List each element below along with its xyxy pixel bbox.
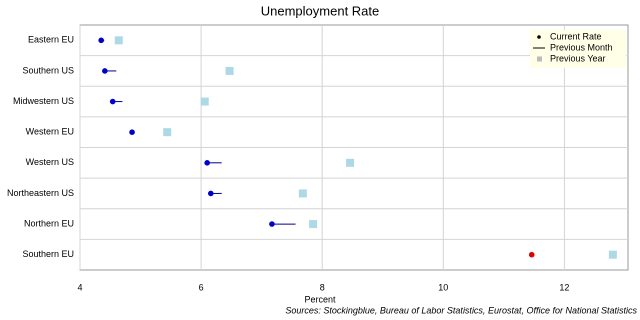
legend-label: Previous Year [550, 53, 606, 63]
previous-year-marker [114, 36, 123, 45]
current-rate-dot [102, 68, 108, 74]
y-tick-label: Southern US [22, 65, 74, 75]
previous-year-marker [163, 128, 172, 137]
current-rate-dot [129, 129, 135, 135]
y-tick-label: Northeastern US [7, 188, 74, 198]
current-rate-dot [109, 98, 116, 105]
previous-year-marker [608, 250, 617, 259]
x-axis-label: Percent [304, 294, 336, 304]
y-tick-label: Eastern EU [28, 35, 74, 45]
current-rate-dot [204, 160, 210, 166]
legend-box [530, 30, 626, 68]
source: Sources: Stockingblue, Bureau of Labor S… [285, 305, 637, 315]
y-tick-label: Midwestern US [13, 96, 74, 106]
y-tick-label: Western US [26, 157, 74, 167]
y-tick-label: Western EU [26, 127, 74, 137]
previous-year-marker [298, 189, 307, 198]
x-tick-label: 4 [77, 282, 82, 292]
legend-label: Previous Month [550, 42, 613, 52]
x-tick-label: 10 [438, 282, 448, 292]
current-rate-dot [98, 37, 104, 44]
legend-marker [537, 56, 542, 62]
previous-year-marker [200, 97, 209, 106]
x-tick-label: 8 [320, 282, 325, 292]
y-tick-label: Northern EU [24, 218, 74, 228]
previous-year-marker [346, 158, 355, 167]
legend-label: Current Rate [550, 31, 602, 41]
previous-year-marker [309, 220, 318, 229]
x-tick-label: 6 [199, 282, 204, 292]
previous-year-marker [225, 66, 234, 75]
chart-title: Unemployment Rate [261, 3, 380, 18]
current-rate-dot [528, 251, 535, 258]
legend-marker [537, 35, 541, 39]
current-rate-dot [269, 221, 275, 227]
y-tick-label: Southern EU [22, 249, 74, 259]
current-rate-dot [207, 190, 214, 197]
x-tick-label: 12 [559, 282, 569, 292]
